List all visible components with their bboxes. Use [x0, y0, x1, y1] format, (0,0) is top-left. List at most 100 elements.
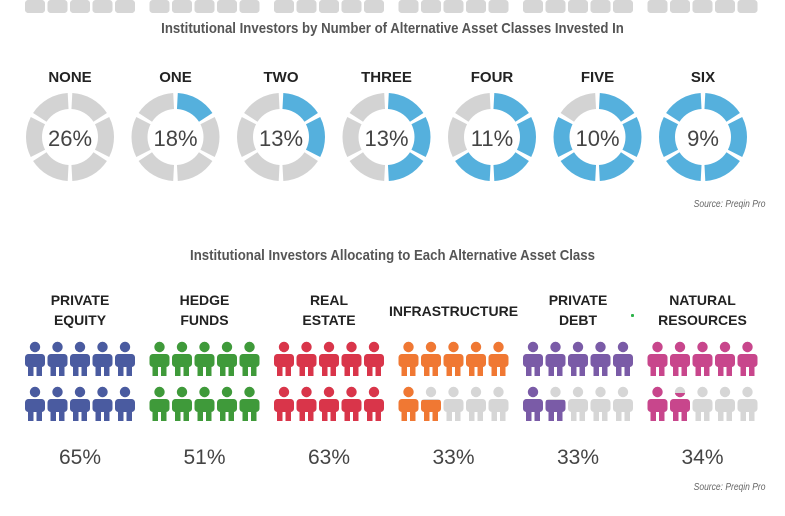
donut-segment: [493, 152, 529, 181]
person-icon-filled: [364, 386, 384, 421]
person-icon: [194, 0, 215, 13]
donut-segment: [349, 152, 386, 181]
allocation-value-label: 65%: [59, 446, 101, 469]
person-icon: [443, 0, 464, 13]
icon-group-infrastructure: INFRASTRUCTURE 33%: [389, 0, 518, 469]
donut-segment: [71, 152, 107, 181]
donut-segment: [244, 93, 280, 122]
person-icon: [590, 0, 611, 13]
donut-none: NONE 26%: [26, 69, 114, 181]
person-icon-filled: [568, 341, 588, 376]
allocation-value-label: 34%: [681, 446, 723, 469]
donut-segment: [33, 93, 69, 122]
person-icon: [443, 386, 464, 421]
person-icon-filled: [737, 341, 758, 376]
asset-class-label: REAL: [310, 292, 349, 308]
donut-segment: [282, 93, 318, 122]
person-icon: [92, 0, 113, 13]
asset-class-label: NATURAL: [669, 292, 736, 308]
donut-value-label: 13%: [259, 126, 303, 151]
person-icon: [274, 0, 294, 13]
person-icon: [398, 0, 419, 13]
person-icon: [692, 386, 713, 421]
asset-class-label: PRIVATE: [549, 292, 608, 308]
donut-category-label: FOUR: [471, 69, 514, 86]
person-icon-filled: [319, 341, 339, 376]
person-icon-filled: [523, 341, 543, 376]
donut-segment: [560, 152, 597, 181]
donut-segment: [94, 117, 114, 157]
person-icon: [488, 386, 509, 421]
donut-three: THREE 13%: [342, 69, 431, 181]
person-icon-filled: [421, 341, 441, 376]
person-icon-filled: [545, 400, 566, 421]
person-icon-filled: [239, 386, 260, 421]
donut-segment: [138, 152, 175, 181]
person-icon-filled: [443, 341, 464, 376]
donut-segment: [237, 117, 257, 157]
person-icon-filled: [274, 386, 294, 421]
donut-section-source: Source: Preqin Pro: [693, 199, 765, 210]
person-icon: [217, 0, 237, 13]
person-icon: [47, 0, 68, 13]
person-icon-filled: [466, 341, 486, 376]
person-icon: [488, 0, 509, 13]
person-icon-filled: [149, 386, 170, 421]
donut-value-label: 13%: [364, 126, 408, 151]
donut-segment: [282, 152, 318, 181]
person-icon-filled: [70, 341, 90, 376]
donut-segment: [455, 152, 491, 181]
person-icon-filled: [341, 341, 362, 376]
donut-segment: [727, 117, 748, 157]
donut-category-label: THREE: [361, 69, 412, 86]
donut-segment: [622, 117, 642, 157]
person-icon-filled: [341, 386, 362, 421]
person-icon-filled: [92, 341, 113, 376]
icon-section-source: Source: Preqin Pro: [693, 482, 765, 493]
person-icon-filled: [172, 341, 192, 376]
person-icon: [70, 0, 90, 13]
donut-segment: [33, 152, 69, 181]
person-icon: [715, 0, 735, 13]
person-icon-filled: [488, 341, 509, 376]
donut-segment: [560, 93, 597, 122]
icon-group-natural-resources: NATURAL RESOURCES 34%: [647, 0, 758, 469]
person-icon: [115, 0, 135, 13]
person-icon: [737, 0, 758, 13]
donut-segment: [349, 93, 386, 122]
allocation-value-label: 63%: [308, 446, 350, 469]
donut-segment: [131, 117, 151, 157]
person-icon-filled: [545, 341, 566, 376]
person-icon: [466, 0, 486, 13]
person-icon: [523, 0, 543, 13]
person-icon-filled: [25, 341, 45, 376]
person-icon: [172, 0, 192, 13]
person-icon-filled: [523, 386, 543, 421]
person-icon-filled: [319, 386, 339, 421]
person-icon: [568, 0, 588, 13]
donut-two: TWO 13%: [237, 69, 326, 181]
donut-category-label: SIX: [691, 69, 715, 86]
donut-value-label: 26%: [48, 126, 92, 151]
person-icon-filled: [47, 386, 68, 421]
donut-segment: [244, 152, 280, 181]
person-icon: [568, 386, 588, 421]
person-icon: [715, 386, 735, 421]
person-icon-filled: [70, 386, 90, 421]
person-icon-filled: [647, 386, 668, 421]
donut-category-label: FIVE: [581, 69, 614, 86]
asset-class-label: PRIVATE: [51, 292, 110, 308]
person-icon: [737, 386, 758, 421]
person-icon-filled: [364, 341, 384, 376]
person-icon: [613, 0, 633, 13]
donut-value-label: 18%: [153, 126, 197, 151]
person-icon-filled: [115, 341, 135, 376]
asset-class-label: FUNDS: [180, 312, 228, 328]
donut-segment: [387, 93, 424, 122]
person-icon: [545, 0, 566, 13]
person-icon-filled: [296, 341, 317, 376]
person-icon: [296, 0, 317, 13]
person-icon-filled: [115, 386, 135, 421]
donut-segment: [455, 93, 491, 122]
asset-class-label: EQUITY: [54, 312, 107, 328]
